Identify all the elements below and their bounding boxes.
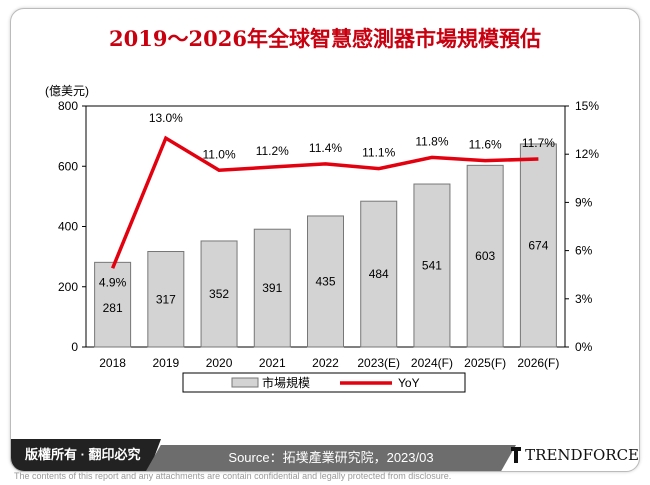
y2-tick-label: 3%: [575, 292, 593, 306]
bar-2026(F): [519, 143, 557, 348]
bar-value-label: 435: [315, 274, 335, 288]
yoy-label: 11.0%: [202, 147, 235, 161]
bar-2020: [200, 240, 238, 348]
bar-2021: [253, 228, 291, 348]
yoy-label: 11.2%: [256, 144, 289, 158]
x-tick-label: 2022: [312, 356, 339, 370]
bar-value-label: 541: [422, 259, 442, 273]
disclaimer: The contents of this report and any atta…: [14, 471, 452, 481]
yoy-label: 11.6%: [469, 138, 502, 152]
bar-2018: [94, 261, 132, 348]
bar-value-label: 281: [103, 301, 123, 315]
bar-2025(F): [466, 164, 504, 348]
yoy-label: 11.7%: [522, 136, 555, 150]
chart-title: 2019～2026年全球智慧感測器市場規模預估: [109, 26, 541, 51]
legend: [182, 372, 466, 393]
y2-tick-label: 15%: [575, 99, 599, 113]
copyright-label: 版權所有 · 翻印必究: [11, 439, 161, 471]
footer: 版權所有 · 翻印必究 Source：拓墣產業研究院，2023/03 TREND…: [11, 439, 639, 471]
y-tick-label: 600: [58, 159, 78, 173]
bar-2023(E): [360, 200, 398, 348]
brand-name: TRENDFORCE: [525, 446, 639, 464]
x-tick-label: 2021: [259, 356, 286, 370]
y-tick-label: 200: [58, 280, 78, 294]
bar-value-label: 484: [369, 267, 389, 281]
x-tick-label: 2018: [99, 356, 126, 370]
y2-tick-label: 12%: [575, 147, 599, 161]
y2-tick-label: 0%: [575, 340, 593, 354]
bar-value-label: 317: [156, 292, 176, 306]
bar-2024(F): [413, 183, 451, 348]
bar-value-label: 352: [209, 287, 229, 301]
bar-value-label: 391: [262, 281, 282, 295]
x-tick-label: 2023(E): [357, 356, 400, 370]
legend-line-label: YoY: [398, 376, 420, 390]
y2-tick-label: 9%: [575, 195, 593, 209]
bar-value-label: 603: [475, 249, 495, 263]
x-tick-label: 2020: [206, 356, 233, 370]
yoy-line: [110, 135, 539, 269]
bar-2019: [147, 251, 185, 348]
yoy-label: 13.0%: [149, 111, 183, 125]
y-axis-label: (億美元): [45, 84, 89, 98]
yoy-label: 11.1%: [362, 146, 395, 160]
y-tick-label: 400: [58, 220, 78, 234]
x-tick-label: 2026(F): [517, 356, 559, 370]
bar-value-label: 674: [528, 238, 548, 252]
y2-tick-label: 6%: [575, 244, 593, 258]
legend-bar-swatch: [231, 377, 259, 388]
yoy-label: 11.4%: [309, 141, 342, 155]
bar-2022: [307, 215, 344, 348]
trendforce-logo-icon: [511, 447, 521, 463]
x-tick-label: 2024(F): [411, 356, 453, 370]
yoy-label: 4.9%: [99, 275, 127, 289]
y-tick-label: 800: [58, 99, 78, 113]
source-label: Source：拓墣產業研究院，2023/03: [146, 445, 516, 471]
trendforce-logo: TRENDFORCE: [511, 439, 639, 471]
x-tick-label: 2019: [152, 356, 179, 370]
x-tick-label: 2025(F): [464, 356, 506, 370]
y-tick-label: 0: [71, 340, 78, 354]
yoy-label: 11.8%: [415, 134, 448, 148]
legend-bar-label: 市場規模: [262, 375, 310, 390]
